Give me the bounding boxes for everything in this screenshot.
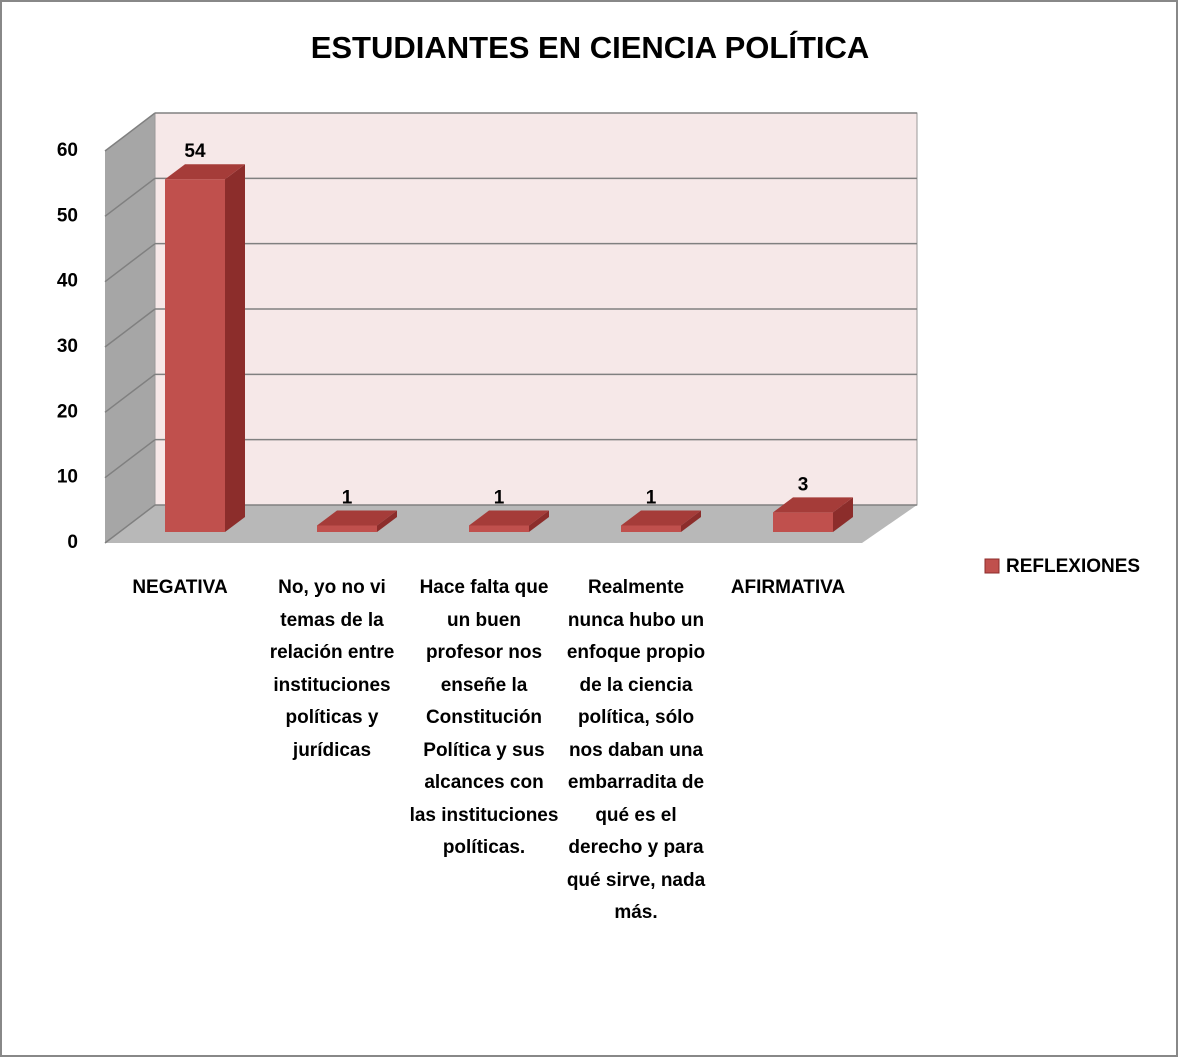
bar-front (165, 179, 225, 532)
bar-side (529, 510, 549, 532)
y-tick-label: 60 (57, 140, 78, 161)
bar-top (773, 497, 853, 513)
value-label: 1 (646, 487, 657, 508)
grid-line-side (104, 504, 156, 544)
x-tick-label: NEGATIVA (132, 577, 228, 598)
grid-line-side (104, 112, 156, 152)
grid-line-side (104, 243, 156, 283)
chart-title: ESTUDIANTES EN CIENCIA POLÍTICA (311, 30, 870, 65)
y-tick-label: 50 (57, 205, 78, 226)
grid-line-side (104, 439, 156, 479)
bar-front (317, 525, 377, 532)
y-tick-label: 30 (57, 336, 78, 357)
value-label: 54 (184, 141, 206, 162)
value-label: 1 (342, 487, 353, 508)
bar-side (833, 497, 853, 532)
bar (165, 164, 245, 532)
bar (621, 510, 701, 532)
y-tick-label: 0 (67, 532, 78, 553)
grid-line-side (104, 177, 156, 217)
bar-side (225, 164, 245, 532)
bar-top (469, 510, 549, 526)
bar-front (621, 525, 681, 532)
legend-swatch (984, 558, 1000, 574)
value-label: 1 (494, 487, 505, 508)
y-tick-label: 40 (57, 271, 78, 292)
x-tick-label: Hace falta que un buen profesor nos ense… (409, 577, 559, 858)
bar-front (773, 512, 833, 532)
legend-label: REFLEXIONES (1006, 556, 1140, 577)
grid-line-side (104, 373, 156, 413)
bar-front (469, 525, 529, 532)
y-tick-label: 10 (57, 467, 78, 488)
value-label: 3 (798, 474, 809, 495)
bar (317, 510, 397, 532)
y-tick-label: 20 (57, 401, 78, 422)
bar-top (165, 164, 245, 180)
bar-side (681, 510, 701, 532)
bar-top (317, 510, 397, 526)
bar-top (621, 510, 701, 526)
bar (773, 497, 853, 532)
grid-line-side (104, 308, 156, 348)
x-tick-label: No, yo no vi temas de la relación entre … (269, 577, 395, 761)
x-tick-label: AFIRMATIVA (730, 577, 846, 598)
bar (469, 510, 549, 532)
bar-side (377, 510, 397, 532)
x-tick-label: Realmente nunca hubo un enfoque propio d… (566, 577, 706, 923)
